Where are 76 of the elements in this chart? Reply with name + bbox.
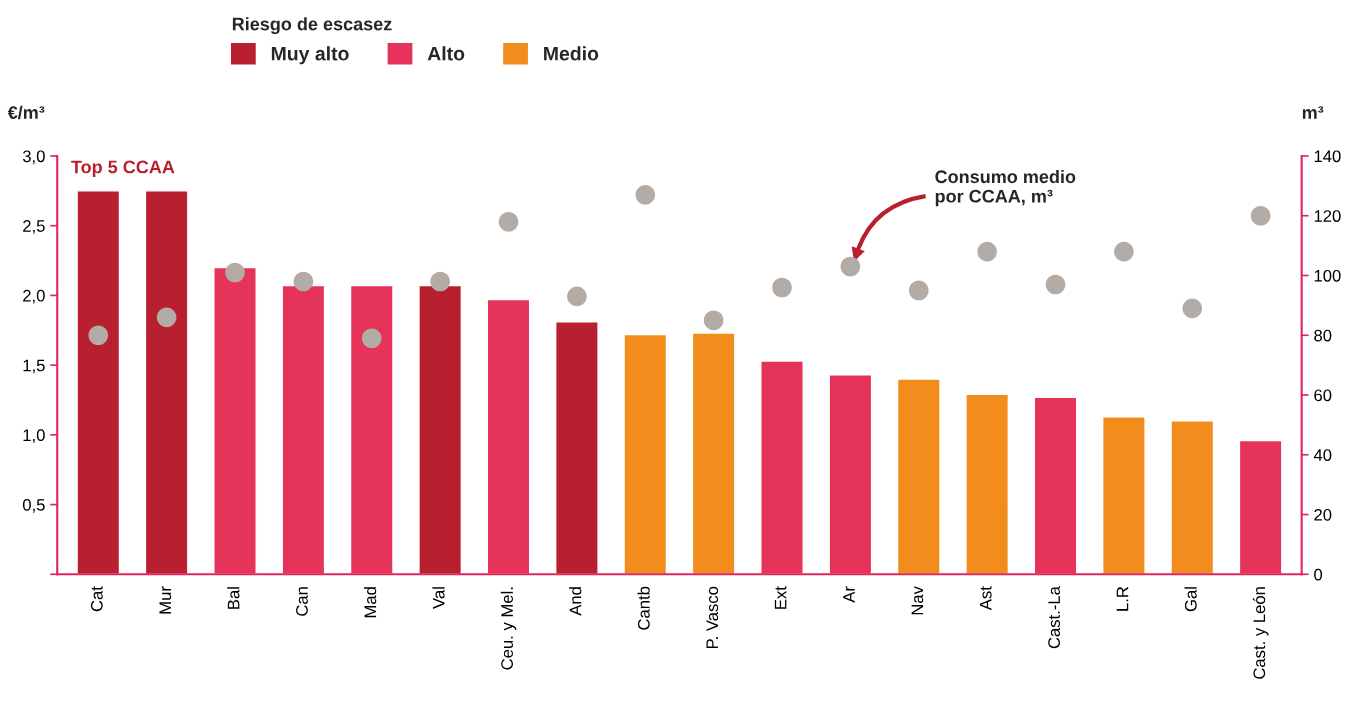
bar: [623, 333, 668, 575]
x-tick-label: Ar: [843, 586, 855, 603]
point: [361, 328, 382, 349]
x-tick-label: Cast. y León: [1252, 587, 1269, 679]
point: [840, 256, 861, 277]
bar: [691, 332, 736, 575]
point: [498, 211, 519, 232]
y2-tick-label: 60: [1314, 389, 1332, 402]
y-tick-label: 2,5: [23, 220, 45, 234]
point: [772, 277, 792, 298]
bar: [760, 360, 804, 575]
bar: [486, 298, 531, 575]
x-tick-label: Can: [296, 587, 308, 616]
legend-title: Riesgo de escasez: [232, 17, 392, 35]
y-tick-label: 3,0: [22, 150, 45, 165]
x-tick-label: Cat: [90, 586, 103, 612]
bar: [349, 284, 394, 575]
x-tick-label: L.R: [1116, 586, 1129, 611]
bar: [896, 378, 941, 575]
x-tick-label: P. Vasco: [706, 586, 719, 649]
point: [293, 271, 314, 292]
x-tick-label: Cast.-La: [1048, 586, 1060, 649]
legend-label: Muy alto: [271, 46, 349, 65]
point: [430, 271, 450, 292]
y-tick-label: 0,5: [22, 498, 45, 513]
y2-tick-label: 20: [1314, 508, 1332, 521]
bar: [555, 321, 599, 575]
y2-tick-label: 0: [1314, 568, 1323, 581]
bar: [213, 266, 257, 575]
bar: [1170, 420, 1215, 575]
bar: [281, 284, 326, 575]
x-tick-label: Ast: [979, 586, 992, 611]
y-tick-label: 1,5: [23, 359, 45, 374]
x-tick-label: Val: [432, 587, 445, 609]
y-axis-title: €/m³: [7, 105, 45, 120]
point: [156, 307, 177, 328]
annotation: Consumo medio por CCAA, m³: [935, 169, 1076, 207]
point: [1250, 205, 1271, 226]
bar: [418, 284, 463, 575]
point: [1114, 241, 1134, 262]
legend-label: Alto: [427, 46, 465, 61]
y2-tick-label: 100: [1314, 269, 1341, 282]
x-tick-label: Ceu. y Mel.: [500, 587, 517, 670]
x-tick-label: Nav: [911, 586, 924, 615]
x-tick-label: Mur: [159, 586, 172, 614]
point: [977, 241, 997, 262]
point: [567, 286, 587, 307]
point: [88, 325, 109, 346]
bar: [1238, 439, 1283, 575]
bar: [144, 190, 189, 575]
point: [1045, 274, 1066, 295]
x-tick-label: Ext: [774, 586, 787, 609]
x-tick-label: Bal: [227, 587, 240, 609]
bar: [828, 374, 873, 575]
bar: [1033, 396, 1078, 575]
y2-axis-title: m³: [1302, 106, 1324, 119]
y-tick-label: 2,0: [23, 289, 45, 304]
x-tick-label: Cantb: [637, 586, 650, 630]
bar: [965, 393, 1010, 575]
point: [635, 185, 656, 205]
point: [1182, 298, 1203, 319]
point: [703, 310, 724, 331]
y2-tick-label: 140: [1314, 150, 1341, 163]
annotation: Top 5 CCAA: [71, 160, 175, 177]
legend-label: Medio: [544, 46, 599, 61]
point: [908, 280, 929, 301]
point: [225, 262, 245, 283]
bar: [1101, 416, 1146, 575]
y2-tick-label: 120: [1314, 210, 1341, 222]
y2-tick-label: 80: [1314, 329, 1332, 342]
y-tick-label: 1,0: [23, 429, 45, 444]
x-tick-label: Mad: [364, 587, 377, 618]
x-tick-label: And: [569, 587, 582, 616]
y2-tick-label: 40: [1313, 449, 1332, 461]
x-tick-label: Gal: [1184, 587, 1197, 612]
bar: [76, 190, 121, 575]
